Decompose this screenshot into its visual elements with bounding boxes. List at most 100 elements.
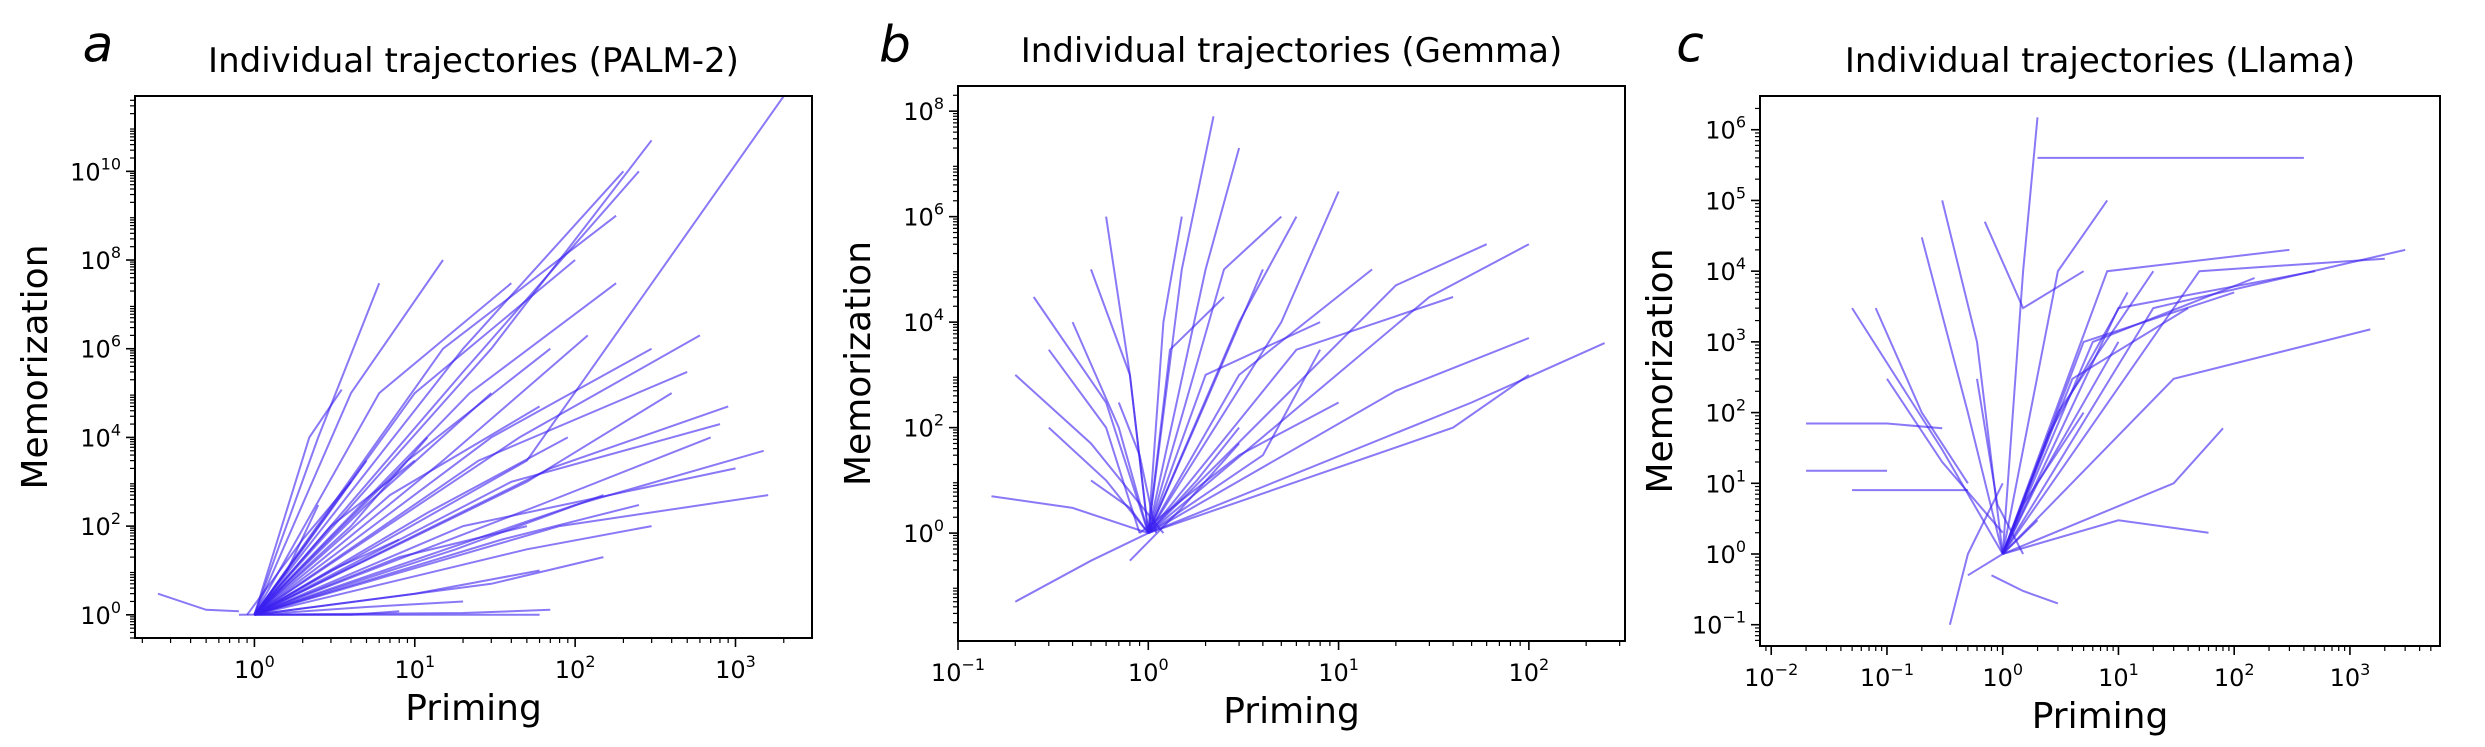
trajectory-line — [1147, 216, 1298, 534]
chart-title: Individual trajectories (Llama) — [1845, 41, 2355, 81]
x-axis-label: Priming — [1223, 691, 1360, 732]
y-tick-label: 10−1 — [1692, 608, 1746, 640]
y-tick-label: 102 — [80, 509, 121, 541]
trajectory-line — [253, 214, 617, 616]
trajectory-line — [1147, 243, 1530, 534]
trajectory-line — [253, 405, 729, 616]
trajectory-line — [253, 405, 541, 616]
y-tick-label: 104 — [903, 305, 944, 337]
y-tick-label: 102 — [903, 411, 944, 443]
trajectory-line — [1147, 269, 1264, 534]
trajectory-line — [1948, 482, 2004, 625]
trajectory-line — [253, 259, 444, 616]
trajectory-line — [1147, 342, 1606, 535]
trajectory-line — [157, 592, 239, 613]
plot-frame — [957, 85, 1626, 642]
trajectory-line — [2001, 199, 2109, 555]
x-axis-label: Priming — [405, 688, 542, 729]
chart-title: Individual trajectories (Gemma) — [1021, 31, 1562, 71]
trajectory-line — [1147, 349, 1321, 534]
x-tick-label: 103 — [715, 652, 756, 684]
trajectory-line — [253, 334, 701, 616]
trajectory-line — [1147, 296, 1225, 534]
trajectory-line — [1991, 574, 2059, 605]
x-tick-label: 100 — [234, 652, 275, 684]
x-tick-label: 10−2 — [1744, 660, 1798, 692]
trajectory-line — [2001, 257, 2385, 555]
trajectory-line — [253, 282, 617, 616]
trajectory-line — [1147, 374, 1530, 535]
trajectory-line — [1147, 243, 1488, 534]
trajectory-line — [253, 504, 320, 616]
trajectory-line — [1851, 307, 2004, 555]
trajectory-line — [1147, 296, 1454, 534]
trajectory-line — [254, 494, 769, 616]
x-tick-label: 101 — [1318, 655, 1359, 687]
chart-panel-b: b Individual trajectories (Gemma) 10−1 100 1… — [838, 16, 1626, 732]
y-tick-label: 104 — [80, 420, 121, 452]
y-tick-label: 106 — [80, 332, 121, 364]
trajectory-line — [254, 610, 400, 616]
y-tick-label: 103 — [1705, 325, 1746, 357]
trajectory-line — [253, 139, 653, 616]
trajectory-line — [1147, 147, 1241, 534]
trajectory-line — [1886, 378, 2004, 534]
chart-panel-a: a Individual trajectories (PALM-2) 100 101 1… — [15, 16, 813, 729]
x-tick-label: 100 — [1982, 660, 2023, 692]
x-tick-label: 101 — [394, 652, 435, 684]
trajectory-line — [1147, 216, 1183, 534]
x-tick-label: 101 — [2098, 660, 2139, 692]
x-tick-label: 102 — [1509, 655, 1550, 687]
panel-letter: a — [83, 16, 114, 74]
trajectory-line — [2001, 277, 2255, 555]
trajectory-line — [1806, 422, 1943, 430]
trajectory-line — [1138, 401, 1340, 534]
y-tick-label: 101 — [1705, 466, 1746, 498]
panel-letter: c — [1676, 16, 1704, 74]
plot-frame — [1759, 95, 2441, 647]
series-group — [991, 116, 1606, 603]
y-tick-label: 100 — [903, 516, 944, 548]
trajectory-line — [1147, 337, 1530, 534]
trajectory-line — [253, 347, 653, 616]
trajectory-line — [1071, 321, 1150, 534]
trajectory-line — [1032, 296, 1150, 534]
trajectory-line — [253, 370, 688, 616]
trajectory-line — [1147, 426, 1240, 534]
trajectory-line — [1147, 268, 1373, 534]
y-tick-label: 1010 — [70, 154, 121, 186]
trajectory-line — [2002, 427, 2224, 555]
y-tick-label: 108 — [80, 243, 121, 275]
y-axis-label: Memorization — [838, 241, 879, 486]
trajectory-line — [253, 389, 343, 616]
trajectory-line — [1976, 378, 2024, 555]
y-axis-label: Memorization — [1640, 248, 1681, 493]
y-tick-label: 105 — [1705, 183, 1746, 215]
trajectory-line — [253, 334, 589, 616]
series-group — [1806, 117, 2406, 625]
trajectory-line — [254, 556, 604, 616]
trajectory-line — [246, 481, 352, 616]
x-axis-label: Priming — [2032, 696, 2169, 737]
trajectory-line — [254, 467, 736, 616]
trajectory-line — [253, 170, 625, 616]
x-tick-label: 100 — [1128, 655, 1169, 687]
trajectory-line — [254, 494, 604, 616]
trajectory-line — [2001, 328, 2371, 555]
chart-title: Individual trajectories (PALM-2) — [208, 41, 739, 81]
trajectory-line — [253, 282, 512, 616]
trajectory-line — [1014, 532, 1149, 603]
x-tick-label: 103 — [2330, 660, 2371, 692]
trajectory-line — [254, 504, 640, 616]
x-tick-label: 102 — [2214, 660, 2255, 692]
trajectory-line — [1129, 442, 1240, 562]
trajectory-line — [2001, 307, 2189, 555]
panel-letter: b — [879, 16, 911, 74]
y-axis-label: Memorization — [15, 244, 56, 489]
plot-frame — [134, 95, 813, 639]
y-tick-label: 104 — [1705, 254, 1746, 286]
trajectory-line — [1090, 479, 1150, 534]
trajectory-line — [253, 436, 569, 616]
x-tick-label: 10−1 — [931, 655, 985, 687]
